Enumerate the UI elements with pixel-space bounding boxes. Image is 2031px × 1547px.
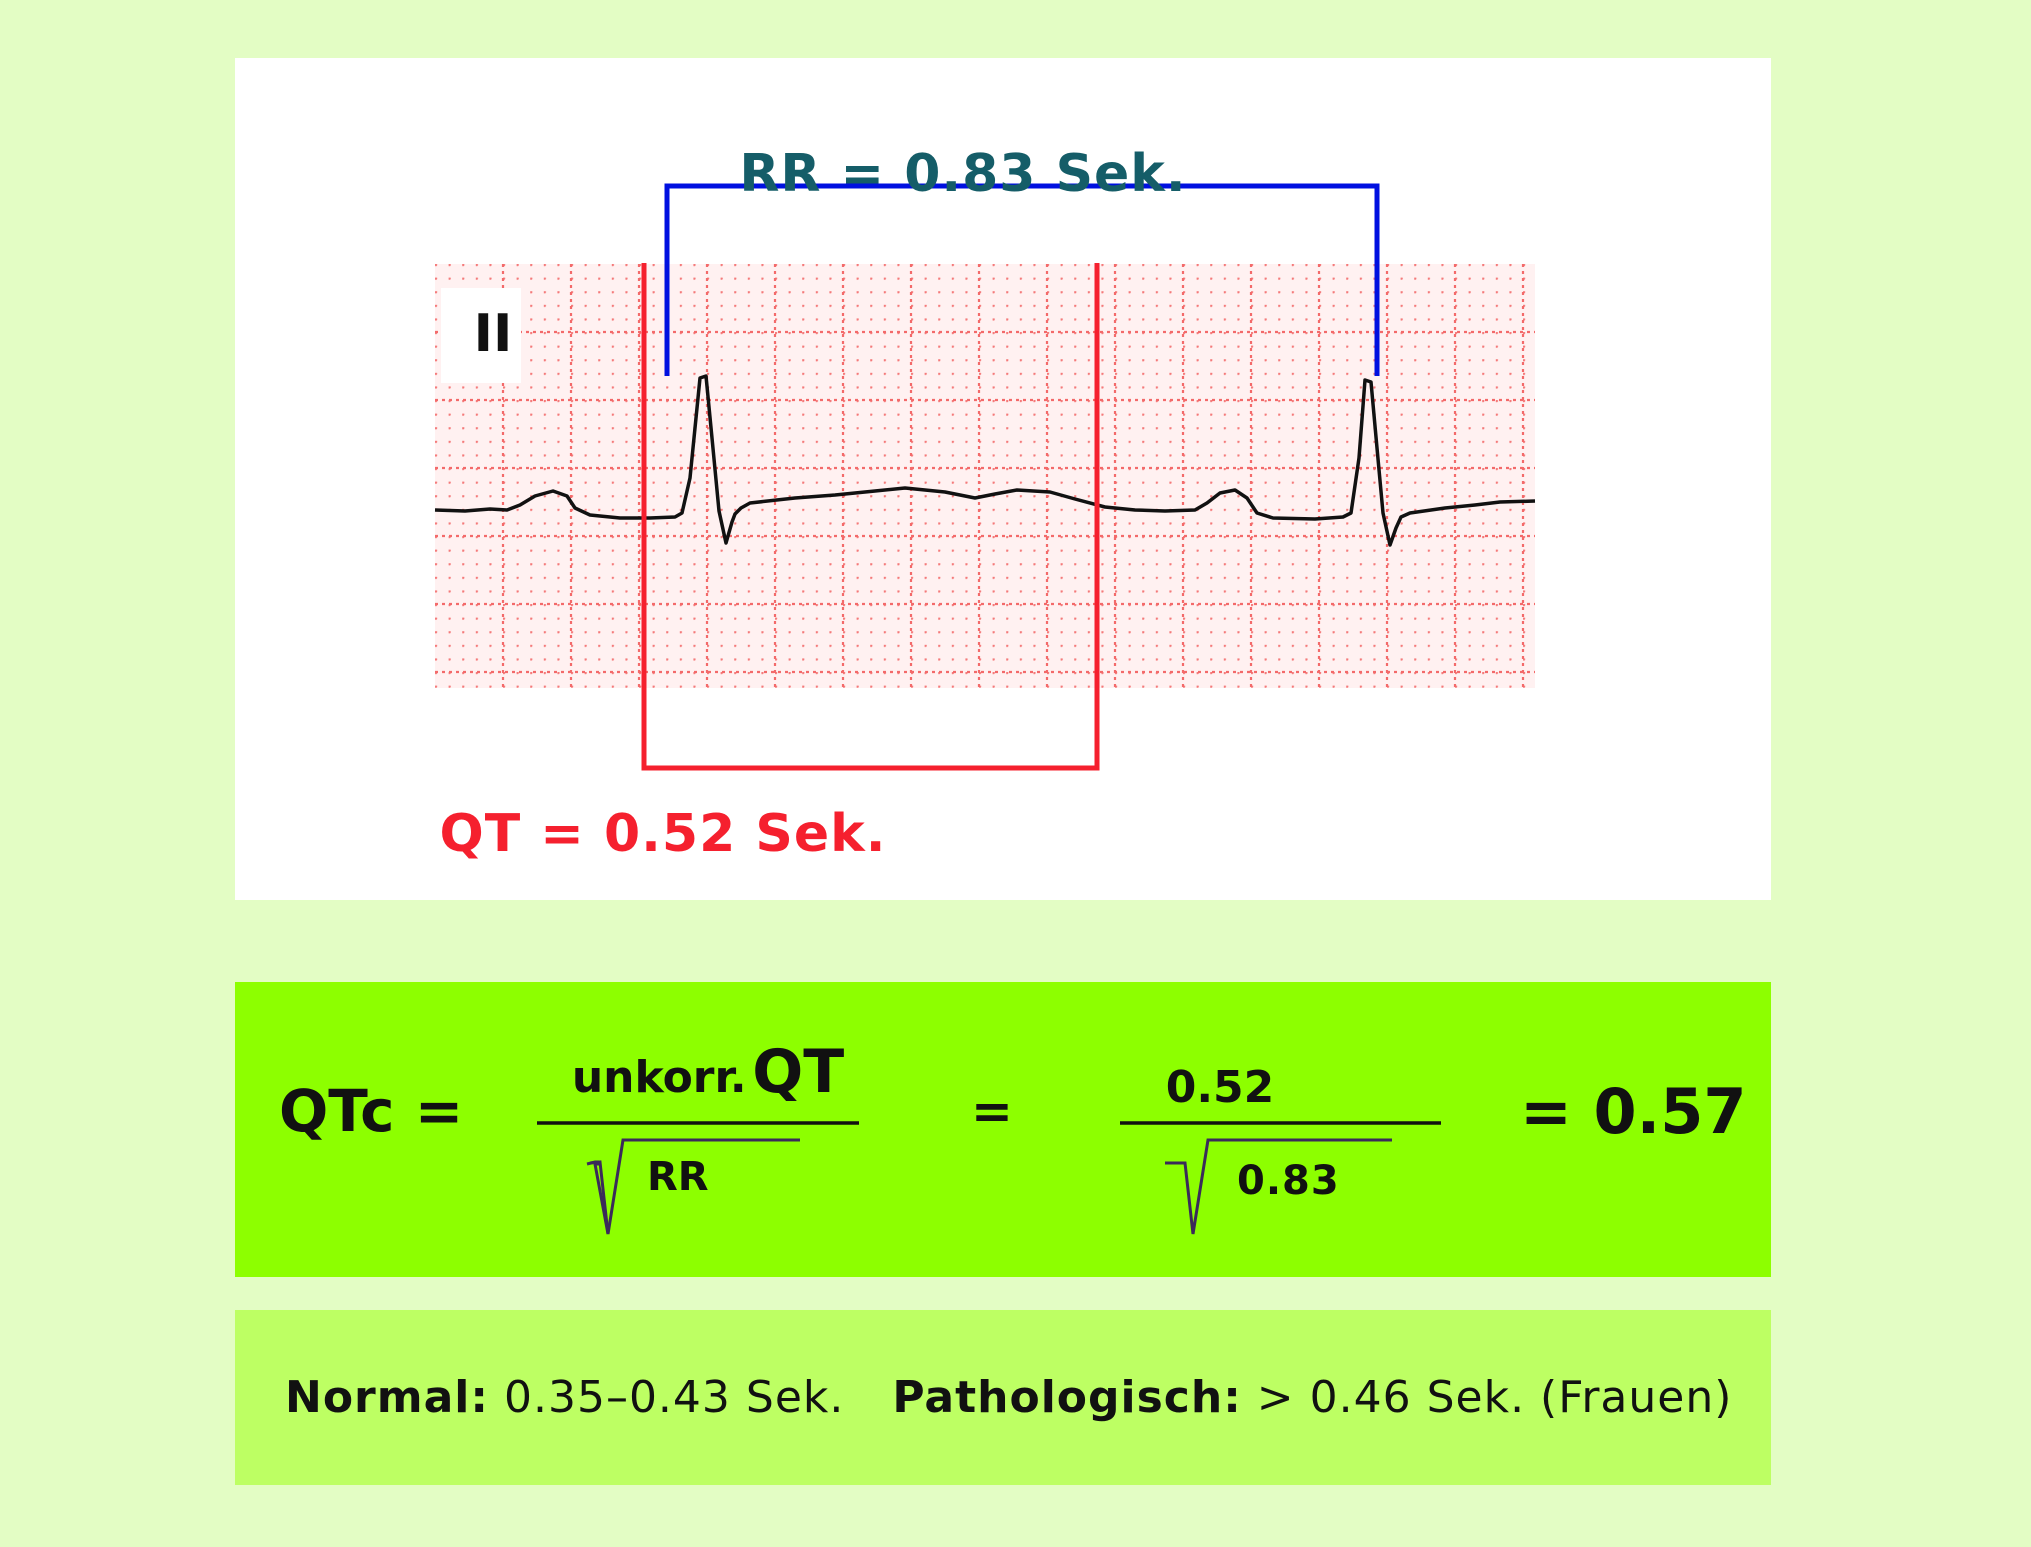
lead-label: II — [474, 304, 513, 364]
patho-value: > 0.46 Sek. (Frauen) — [1256, 1372, 1733, 1423]
middle-equals: = — [971, 1082, 1013, 1140]
ecg-major-grid — [435, 264, 1535, 688]
qt-bracket — [641, 263, 1100, 771]
numerator-main: QT — [752, 1037, 845, 1107]
ecg-trace — [434, 374, 1536, 547]
sqrt-symbol-left — [586, 1138, 800, 1235]
denominator-formula: RR — [647, 1154, 709, 1200]
numerator-formula: unkorr. QT — [553, 1037, 863, 1107]
normal-label: Normal: — [285, 1372, 489, 1423]
reference-box: Normal: 0.35–0.43 Sek. Pathologisch: > 0.… — [235, 1310, 1771, 1485]
rr-bracket — [664, 183, 1380, 376]
denominator-value: 0.83 — [1237, 1158, 1340, 1204]
fraction-lines — [537, 1121, 1441, 1235]
patho-label: Pathologisch: — [892, 1372, 1242, 1423]
rr-label: RR = 0.83 Sek. — [739, 144, 1187, 204]
qtc-lhs: QTc = — [279, 1077, 464, 1145]
qt-label: QT = 0.52 Sek. — [439, 804, 887, 864]
ecg-panel: II RR = 0.83 Sek. QT = 0.52 Sek. — [235, 58, 1771, 900]
reference-line: Normal: 0.35–0.43 Sek. Pathologisch: > 0.… — [285, 1372, 1732, 1423]
normal-value: 0.35–0.43 Sek. — [503, 1372, 845, 1423]
formula-box: QTc = unkorr. QT RR = 0.52 0.83 = 0.57 — [235, 982, 1771, 1277]
sqrt-symbol-right — [1165, 1138, 1392, 1235]
numerator-prefix: unkorr. — [571, 1052, 747, 1103]
lead-label-box — [441, 288, 521, 383]
numerator-value: 0.52 — [1165, 1062, 1275, 1113]
result: = 0.57 — [1520, 1075, 1747, 1148]
ecg-figure: II — [434, 183, 1536, 771]
